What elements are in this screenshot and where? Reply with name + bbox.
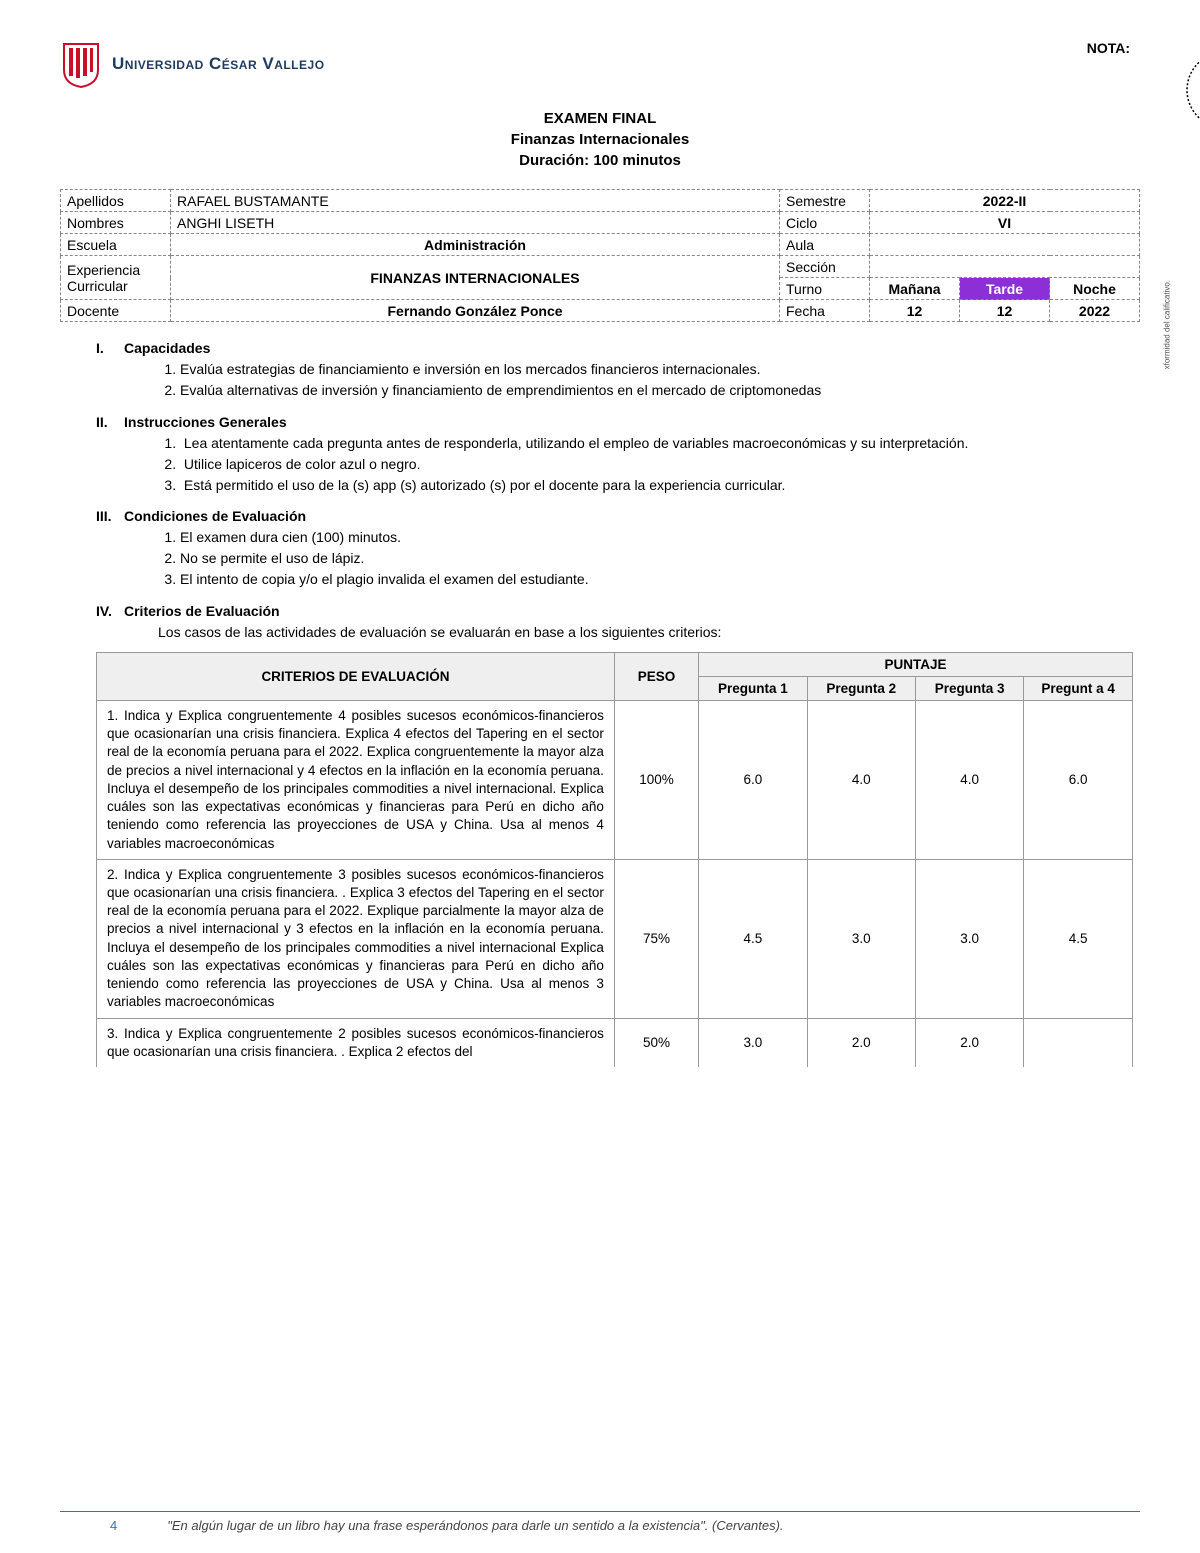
fecha-label: Fecha <box>780 300 870 322</box>
p3-value: 4.0 <box>915 701 1023 860</box>
criterios-intro: Los casos de las actividades de evaluaci… <box>158 623 1140 642</box>
peso-value: 50% <box>614 1018 698 1067</box>
header-p2: Pregunta 2 <box>807 677 915 701</box>
fecha-month: 12 <box>960 300 1050 322</box>
ciclo-value: VI <box>870 212 1140 234</box>
criterio-text: 3. Indica y Explica congruentemente 2 po… <box>97 1018 615 1067</box>
p3-value: 3.0 <box>915 859 1023 1018</box>
footer-quote: "En algún lugar de un libro hay una fras… <box>167 1518 783 1533</box>
aula-label: Aula <box>780 234 870 256</box>
header-criterios: CRITERIOS DE EVALUACIÓN <box>97 653 615 701</box>
escuela-label: Escuela <box>61 234 171 256</box>
p1-value: 3.0 <box>699 1018 807 1067</box>
header-p1: Pregunta 1 <box>699 677 807 701</box>
condicion-item: El examen dura cien (100) minutos. <box>180 528 1140 547</box>
p4-value: 4.5 <box>1024 859 1132 1018</box>
section-instrucciones: II.Instrucciones Generales Lea atentamen… <box>96 414 1140 495</box>
escuela-value: Administración <box>171 234 780 256</box>
capacidad-item: Evalúa alternativas de inversión y finan… <box>180 381 1140 400</box>
aula-value <box>870 234 1140 256</box>
turno-label: Turno <box>780 278 870 300</box>
seccion-label: Sección <box>780 256 870 278</box>
section-capacidades: I.Capacidades Evalúa estrategias de fina… <box>96 340 1140 400</box>
apellidos-label: Apellidos <box>61 190 171 212</box>
criteria-table: CRITERIOS DE EVALUACIÓN PESO PUNTAJE Pre… <box>96 652 1133 1067</box>
instruccion-item: Está permitido el uso de la (s) app (s) … <box>180 476 1140 495</box>
semestre-value: 2022-II <box>870 190 1140 212</box>
semestre-label: Semestre <box>780 190 870 212</box>
capacidad-item: Evalúa estrategias de financiamiento e i… <box>180 360 1140 379</box>
header-peso: PESO <box>614 653 698 701</box>
peso-value: 100% <box>614 701 698 860</box>
p2-value: 4.0 <box>807 701 915 860</box>
section-condiciones: III.Condiciones de Evaluación El examen … <box>96 508 1140 589</box>
apellidos-value: RAFAEL BUSTAMANTE <box>171 190 780 212</box>
table-row: 2. Indica y Explica congruentemente 3 po… <box>97 859 1133 1018</box>
title-line1: EXAMEN FINAL <box>60 108 1140 129</box>
p1-value: 4.5 <box>699 859 807 1018</box>
condicion-item: El intento de copia y/o el plagio invali… <box>180 570 1140 589</box>
header-p3: Pregunta 3 <box>915 677 1023 701</box>
section-criterios: IV.Criterios de Evaluación Los casos de … <box>96 603 1140 642</box>
instruccion-item: Utilice lapiceros de color azul o negro. <box>180 455 1140 474</box>
table-row: 1. Indica y Explica congruentemente 4 po… <box>97 701 1133 860</box>
side-note: xformidad del calificativo. <box>1162 280 1171 369</box>
grade-circle-fragment <box>1170 50 1200 130</box>
p4-value: 6.0 <box>1024 701 1132 860</box>
criterio-text: 1. Indica y Explica congruentemente 4 po… <box>97 701 615 860</box>
experiencia-value: FINANZAS INTERNACIONALES <box>171 256 780 300</box>
nombres-label: Nombres <box>61 212 171 234</box>
p3-value: 2.0 <box>915 1018 1023 1067</box>
peso-value: 75% <box>614 859 698 1018</box>
seccion-value <box>870 256 1140 278</box>
student-info-table: Apellidos RAFAEL BUSTAMANTE Semestre 202… <box>60 189 1140 322</box>
page-header: Universidad César Vallejo NOTA: <box>60 40 1140 88</box>
docente-label: Docente <box>61 300 171 322</box>
header-p4: Pregunt a 4 <box>1024 677 1132 701</box>
table-row: 3. Indica y Explica congruentemente 2 po… <box>97 1018 1133 1067</box>
fecha-year: 2022 <box>1050 300 1140 322</box>
p1-value: 6.0 <box>699 701 807 860</box>
instruccion-item: Lea atentamente cada pregunta antes de r… <box>180 434 1140 453</box>
turno-tarde: Tarde <box>960 278 1050 300</box>
title-line3: Duración: 100 minutos <box>60 150 1140 171</box>
turno-manana: Mañana <box>870 278 960 300</box>
condicion-item: No se permite el uso de lápiz. <box>180 549 1140 568</box>
university-name: Universidad César Vallejo <box>112 54 325 74</box>
shield-icon <box>60 40 102 88</box>
p2-value: 3.0 <box>807 859 915 1018</box>
nombres-value: ANGHI LISETH <box>171 212 780 234</box>
ciclo-label: Ciclo <box>780 212 870 234</box>
turno-noche: Noche <box>1050 278 1140 300</box>
fecha-day: 12 <box>870 300 960 322</box>
criterio-text: 2. Indica y Explica congruentemente 3 po… <box>97 859 615 1018</box>
page-footer: 4 "En algún lugar de un libro hay una fr… <box>60 1511 1140 1533</box>
docente-value: Fernando González Ponce <box>171 300 780 322</box>
page-number: 4 <box>110 1518 117 1533</box>
p2-value: 2.0 <box>807 1018 915 1067</box>
university-logo: Universidad César Vallejo <box>60 40 325 88</box>
nota-label: NOTA: <box>1087 40 1130 56</box>
experiencia-label: Experiencia Curricular <box>61 256 171 300</box>
p4-value <box>1024 1018 1132 1067</box>
exam-title: EXAMEN FINAL Finanzas Internacionales Du… <box>60 108 1140 171</box>
title-line2: Finanzas Internacionales <box>60 129 1140 150</box>
header-puntaje: PUNTAJE <box>699 653 1133 677</box>
